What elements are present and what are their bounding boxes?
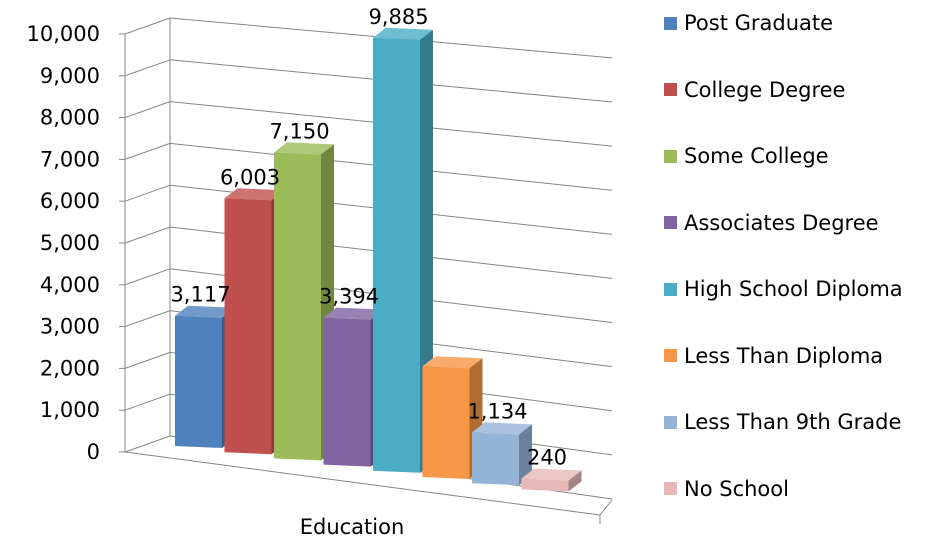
bar [472,422,532,486]
y-tick-label: 3,000 [40,315,100,339]
y-tick-label: 10,000 [27,22,100,46]
y-tick-label: 5,000 [40,231,100,255]
bar-front-face [323,317,371,467]
legend-item: Associates Degree [664,208,879,238]
gridline-side [124,310,171,328]
gridline-side [124,268,171,286]
y-tick-label: 1,000 [40,398,100,422]
legend-swatch [664,16,677,30]
gridline-side [124,59,171,77]
bar-front-face [224,198,272,455]
bar-side-face [568,470,582,492]
data-label: 6,003 [220,165,280,189]
gridline-side [124,393,171,411]
legend-label: Post Graduate [684,11,834,35]
bar-front-face [422,366,470,479]
legend-swatch [664,349,677,362]
y-tick-label: 0 [87,440,100,464]
data-label: 1,134 [467,399,527,423]
y-tick-label: 6,000 [40,189,100,213]
gridline-side [124,226,171,244]
legend-label: Associates Degree [684,210,879,235]
bar-front-face [521,478,569,492]
data-label: 240 [527,446,567,470]
bar-series [175,27,582,492]
y-axis-ticks: 0 1,000 2,000 3,000 4,000 5,000 6,000 7,000 8,00… [27,22,100,464]
gridline-side [124,435,171,453]
legend-item: No School [664,474,789,504]
legend-label: Some College [684,144,829,168]
legend-item: Less Than Diploma [664,341,883,371]
y-tick-label: 4,000 [40,273,100,297]
bar-front-face [274,152,321,461]
y-tick-label: 9,000 [40,64,100,88]
legend-item: College Degree [664,75,845,105]
bar-front-face [472,432,519,486]
bar-top-face [175,305,235,318]
legend-label: College Degree [684,77,846,102]
legend-item: High School Diploma [664,274,903,304]
legend-label: Less Than Diploma [684,343,884,368]
bar-top-face [373,27,433,40]
legend-swatch [664,482,677,495]
floor-front-edge [124,451,601,516]
legend-item: Less Than 9th Grade [664,407,901,437]
gridline-side [124,142,171,160]
y-tick-label: 8,000 [40,106,100,130]
legend-swatch [664,415,677,429]
legend-item: Some College [664,141,829,171]
legend-swatch [664,83,677,96]
y-tick-label: 2,000 [40,356,100,380]
legend-label: Less Than 9th Grade [684,410,902,434]
legend-swatch [664,282,677,296]
bar [521,468,582,492]
data-label: 3,394 [319,285,379,309]
legend-label: No School [684,476,789,501]
bar-top-face [422,356,483,369]
legend-label: High School Diploma [684,277,903,301]
gridline-side [124,101,171,119]
legend-swatch [664,216,677,229]
bar-front-face [175,315,222,448]
floor-right-edge [599,499,613,516]
data-label: 9,885 [368,5,428,29]
bar-side-face [519,424,532,486]
y-tick-label: 7,000 [40,147,100,171]
gridline-side [124,184,171,202]
bar-top-face [274,142,334,155]
bar-top-face [472,422,532,435]
legend-item: Post Graduate [664,8,833,38]
data-label: 3,117 [170,283,230,307]
legend-swatch [664,149,677,163]
gridline-side [124,351,171,369]
gridline-side [124,17,171,35]
bar-top-face [323,307,384,320]
data-label: 7,150 [269,119,329,143]
bar-top-face [224,188,285,201]
bar-front-face [373,37,420,473]
bar-top-face [521,468,582,481]
x-axis-label: Education [300,515,405,539]
